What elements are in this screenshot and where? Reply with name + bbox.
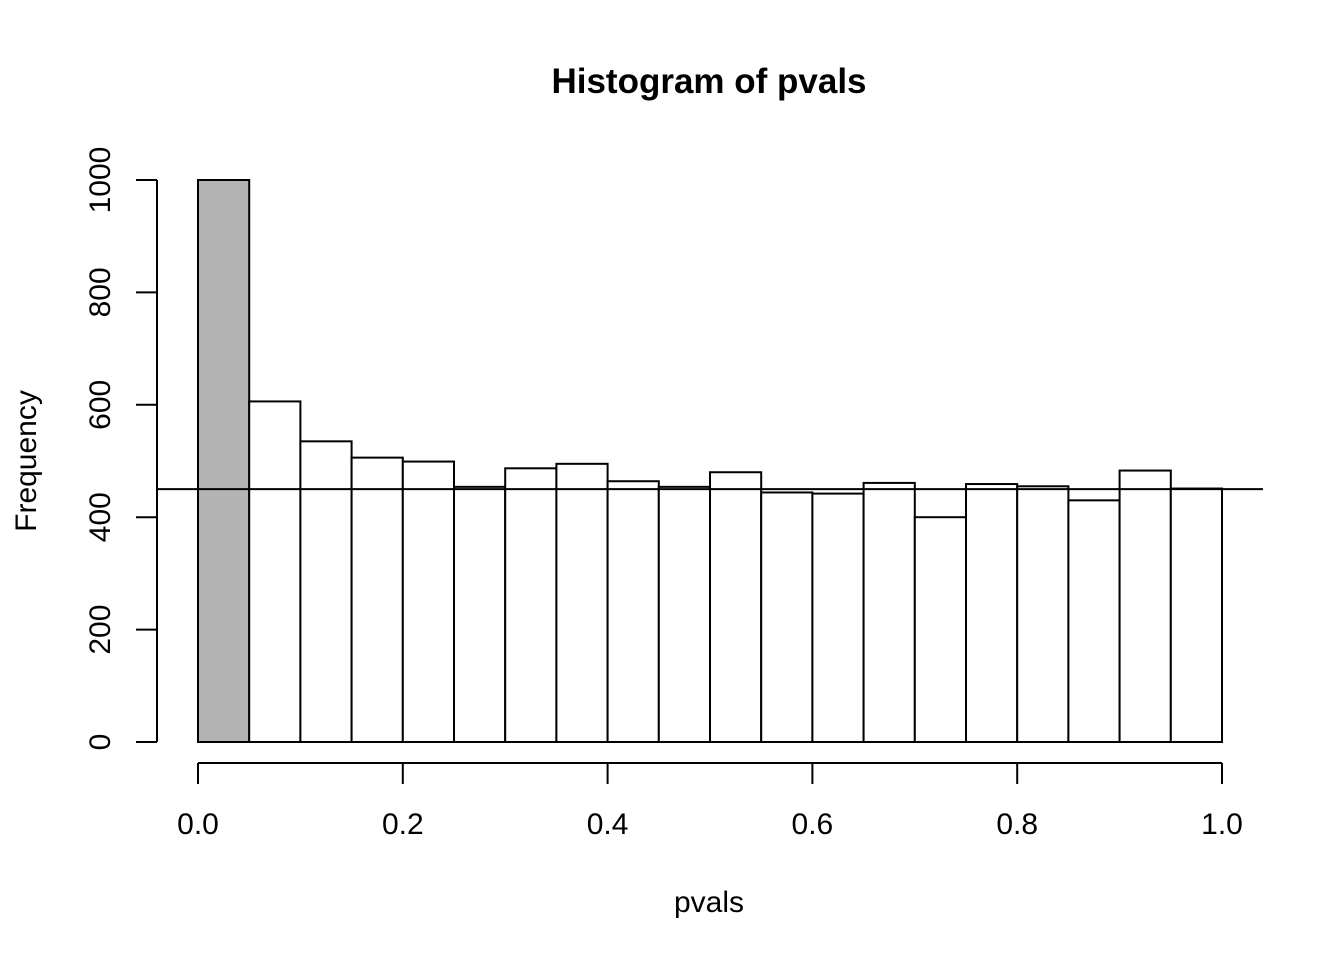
histogram-bar [760,491,814,743]
histogram-bar [709,471,763,743]
histogram-bar [299,440,353,743]
y-tick-label: 800 [84,267,117,317]
histogram-bar [504,467,558,743]
histogram-bar [350,456,404,743]
histogram-bar [248,400,302,743]
x-tick-label: 0.0 [177,808,219,841]
chart-title: Histogram of pvals [551,62,866,101]
y-axis-label: Frequency [10,390,43,532]
x-tick-label: 0.8 [996,808,1038,841]
histogram-bar [401,460,455,743]
histogram-bar [1169,487,1224,743]
histogram-bar [913,516,967,744]
histogram-bar [862,481,916,743]
y-tick-label: 400 [84,492,117,542]
x-axis-label: pvals [674,886,744,919]
y-axis: 0 200 400 600 800 1000 [84,147,158,751]
histogram-bar [1016,485,1070,744]
histogram-bar [1067,499,1121,743]
x-tick-label: 1.0 [1201,808,1243,841]
histogram-bar [1118,469,1172,743]
histogram-bar [606,480,660,743]
x-tick-label: 0.4 [587,808,629,841]
histogram-bar [555,462,609,743]
y-tick-label: 600 [84,380,117,430]
bars-group [197,179,1224,744]
histogram-bar [657,485,711,743]
x-axis: 0.0 0.2 0.4 0.6 0.8 1.0 [177,762,1243,841]
y-tick-label: 1000 [84,147,117,214]
histogram-bar [965,483,1019,743]
x-tick-label: 0.6 [792,808,834,841]
y-tick-label: 200 [84,605,117,655]
histogram-bar [453,485,507,743]
histogram-bar [811,492,865,744]
x-tick-label: 0.2 [382,808,424,841]
histogram-bar [197,179,251,743]
y-tick-label: 0 [84,734,117,751]
